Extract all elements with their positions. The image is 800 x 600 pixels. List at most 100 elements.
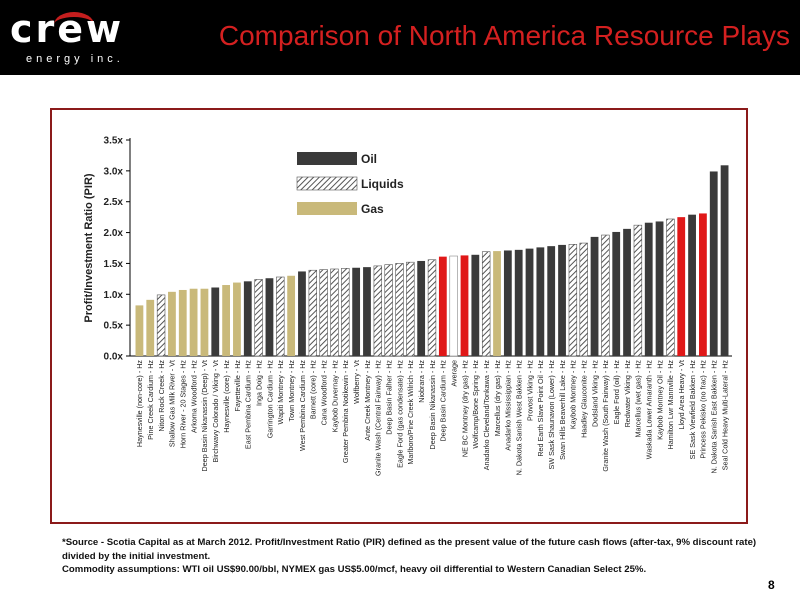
- bar-8: [211, 287, 220, 356]
- bar-9: [222, 285, 231, 356]
- bar-13: [265, 278, 274, 356]
- bar-55: [720, 165, 729, 356]
- logo-arc-icon: [54, 12, 94, 37]
- bar-40: [558, 244, 566, 356]
- crew-logo: crew energy inc.: [10, 8, 130, 68]
- bar-53: [699, 213, 707, 356]
- x-category-label: Eagle Ford (gas condensate) - Hz: [395, 360, 404, 468]
- x-category-label: Anadarko Cleveland/Tonkawa - Hz: [482, 360, 491, 471]
- bar-54: [709, 171, 718, 356]
- x-category-label: Wolfcamp/Bone Spring - Hz: [471, 360, 480, 449]
- bar-14: [276, 276, 285, 357]
- x-category-label: Greater Pembina Notikewin - Hz: [341, 360, 350, 463]
- x-category-label: Marlboro/Pine Creek Wilrich - Hz: [406, 360, 415, 465]
- x-category-label: Ante Creek Montney - Hz: [363, 360, 372, 441]
- x-category-label: Deep Basin Nikanassin - Hz: [428, 360, 437, 450]
- x-category-label: Deep Basin Falher - Hz: [384, 360, 393, 435]
- bar-41: [568, 244, 578, 357]
- x-category-label: Garrington Cardium - Hz: [265, 360, 274, 439]
- x-category-label: NE BC Montney (dry gas) - Hz: [460, 360, 469, 457]
- logo-wordmark: crew: [10, 7, 125, 51]
- x-category-label: Fayetteville - Hz: [233, 360, 242, 412]
- bar-50: [666, 218, 675, 357]
- bar-33: [481, 251, 491, 357]
- x-category-label: SE Sask Viewfield Bakken - Hz: [688, 360, 697, 460]
- bar-30: [449, 255, 458, 357]
- chart-frame: 0.0x 0.5x 1.0x 1.5x 2.0x 2.5x 3.0x 3.5x Profit/I…: [50, 108, 748, 524]
- x-category-label: Swan Hills Beaverhill Lake - Hz: [558, 360, 567, 460]
- x-category-label: Marcellus (dry gas) - Hz: [493, 360, 502, 437]
- x-category-label: Shallow Gas Milk River - Vt: [168, 360, 177, 447]
- x-category-label: Inga Doig - Hz: [254, 360, 263, 406]
- x-category-label: Princess Pekisko (no frac) - Hz: [699, 360, 708, 459]
- x-category-label: Niobrara - Hz: [417, 360, 426, 403]
- x-category-label: Deep Basin Nikanassin (Deep) - Vt: [200, 360, 209, 471]
- bar-4: [168, 291, 176, 356]
- y-axis-label: Profit/Investment Ratio (PIR): [83, 173, 95, 322]
- bar-39: [547, 246, 556, 356]
- bar-47: [633, 224, 643, 357]
- bar-42: [579, 242, 588, 357]
- bar-26: [406, 261, 415, 357]
- bar-27: [417, 260, 426, 356]
- bar-43: [590, 236, 599, 356]
- legend-label-oil: Oil: [361, 152, 377, 166]
- x-category-label: Birchwavy Colorado / Viking - Vt: [211, 360, 220, 463]
- bar-19: [330, 268, 339, 357]
- page-title: Comparison of North America Resource Pla…: [218, 20, 790, 51]
- bar-10: [233, 282, 241, 356]
- x-category-label: Niton Rock Creek - Hz: [157, 360, 166, 432]
- footnote-commodity-line: Commodity assumptions: WTI oil US$90.00/…: [62, 564, 647, 575]
- x-category-label: Eagle Ford (oil) - Hz: [612, 360, 621, 425]
- bar-45: [612, 231, 621, 356]
- x-category-label: N. Dakota Sanish West Bakken - Hz: [514, 360, 523, 476]
- x-category-label: Kaybob Montney - Hz: [569, 360, 578, 430]
- bar-16: [298, 271, 306, 356]
- x-category-label: Granite Wash (South Fairway) - Hz: [601, 360, 610, 472]
- y-tick-label: 3.5x: [104, 136, 124, 147]
- y-tick-label: 3.0x: [104, 166, 124, 177]
- footnote-source-line: *Source - Scotia Capital as at March 201…: [62, 537, 757, 562]
- x-category-label: Horn River - 20 Stages - Hz: [179, 360, 188, 449]
- x-category-label: Wapiti Montney - Hz: [276, 360, 285, 425]
- bar-12: [254, 279, 263, 357]
- x-category-label: Seal Cold Heavy Multi-Lateral - Hz: [720, 360, 729, 471]
- x-category-label: Arkoma Woodford - Hz: [189, 360, 198, 433]
- header-bar: crew energy inc. Comparison of North Ame…: [0, 0, 800, 75]
- x-category-label: Haynesville (core) - Hz: [222, 360, 231, 433]
- x-category-label: Pine Creek Cardium - Hz: [146, 360, 155, 440]
- x-category-label: Kaybob Duvernay - Hz: [330, 360, 339, 433]
- bar-37: [525, 248, 534, 356]
- bar-23: [373, 265, 383, 357]
- x-category-label: Kaybob Montney Oil - Hz: [655, 360, 664, 440]
- bar-36: [514, 249, 523, 356]
- bar-34: [493, 251, 501, 356]
- x-category-label: Dodsland Viking - Hz: [590, 360, 599, 427]
- legend-swatch-oil: [297, 152, 357, 165]
- x-category-label: SW Sask Shaunavon (Lower) - Hz: [547, 360, 556, 470]
- source-footnote: *Source - Scotia Capital as at March 201…: [62, 536, 762, 577]
- y-tick-label: 0.0x: [104, 352, 124, 363]
- x-category-label: East Pembina Cardium - Hz: [244, 360, 253, 449]
- x-category-label: Marcellus (wet gas) - Hz: [634, 360, 643, 438]
- bar-11: [243, 281, 252, 356]
- bar-5: [178, 289, 187, 356]
- x-category-label: Haadley Glauconite - Hz: [580, 360, 589, 438]
- x-category-label: N. Dakota Sanish East Bakken - Hz: [710, 360, 719, 474]
- bar-2: [146, 299, 155, 356]
- x-category-label: Cana Woodford - Hz: [319, 360, 328, 426]
- bar-48: [644, 222, 653, 356]
- bar-35: [503, 250, 512, 356]
- bar-49: [655, 221, 664, 356]
- y-tick-label: 0.5x: [104, 321, 124, 332]
- x-category-label: Deep Basin Cardium - Hz: [439, 360, 448, 442]
- bar-3: [156, 294, 166, 357]
- bar-32: [471, 254, 480, 356]
- bar-52: [688, 214, 696, 356]
- bar-31: [460, 255, 469, 356]
- x-category-label: Town Montney - Hz: [287, 360, 296, 422]
- legend-swatch-liquids: [296, 176, 358, 191]
- x-category-label: Hamilton Lwr Mannville - Hz: [666, 360, 675, 450]
- y-tick-label: 2.5x: [104, 197, 124, 208]
- x-category-label: Barnett (core) - Hz: [309, 360, 318, 420]
